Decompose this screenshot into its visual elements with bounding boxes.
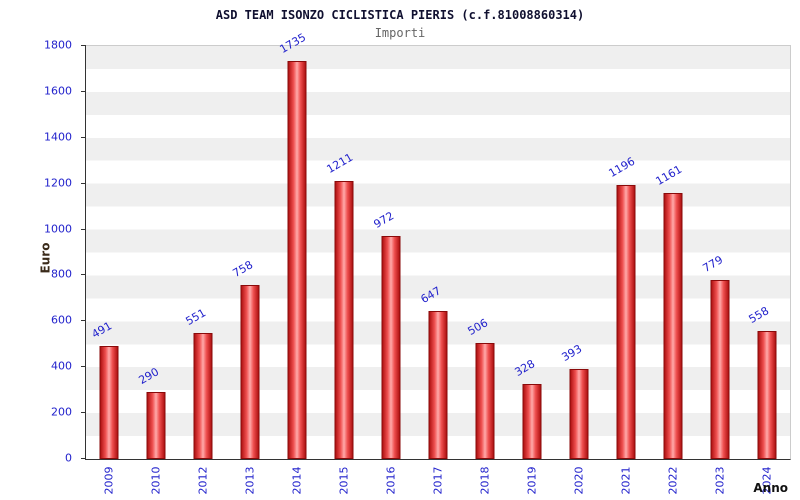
y-tick-mark — [81, 45, 86, 46]
chart-subtitle: Importi — [374, 26, 426, 40]
bar-column-2010: 290 2010 — [133, 46, 180, 494]
bar-value-label: 1161 — [653, 162, 684, 188]
bar-2019 — [522, 383, 542, 459]
bar-2009 — [99, 346, 119, 459]
y-tick-mark — [81, 320, 86, 322]
y-tick-mark — [81, 274, 86, 276]
bar-column-2015: 1211 2015 — [321, 46, 368, 494]
x-axis-title: Anno — [753, 481, 788, 495]
bar-column-2017: 647 2017 — [415, 46, 462, 494]
x-tick-label-2022: 2022 — [666, 466, 680, 494]
y-tick-mark — [81, 228, 86, 230]
bar-2024 — [757, 330, 777, 459]
bar-2016 — [381, 235, 401, 459]
x-tick-label-2018: 2018 — [478, 466, 492, 494]
bar-value-label: 328 — [512, 356, 537, 379]
bar-column-2022: 1161 2022 — [649, 46, 696, 494]
y-tick-mark — [81, 182, 86, 184]
bar-2015 — [334, 181, 354, 459]
bar-column-2013: 758 2013 — [227, 46, 274, 494]
bar-value-label: 779 — [700, 253, 725, 276]
bar-value-label: 290 — [136, 365, 162, 388]
x-tick-label-2009: 2009 — [102, 466, 116, 494]
bar-2021 — [616, 184, 636, 459]
plot-area: 491 2009 290 2010 551 2012 758 2013 1735 2014 1211… — [81, 31, 791, 494]
y-tick-mark — [81, 90, 86, 92]
bar-value-label: 758 — [230, 258, 256, 281]
bar-value-label: 393 — [559, 342, 584, 364]
bar-value-label: 1196 — [606, 154, 637, 180]
x-tick-label-2014: 2014 — [290, 466, 304, 494]
x-tick-label-2010: 2010 — [149, 466, 163, 494]
chart-title: ASD TEAM ISONZO CICLISTICA PIERIS (c.f.8… — [215, 8, 585, 22]
bar-2014 — [287, 60, 307, 459]
bar-value-label: 972 — [371, 209, 397, 231]
bar-2012 — [193, 332, 213, 459]
x-tick-label-2017: 2017 — [431, 466, 445, 494]
y-tick-label: 400 — [51, 359, 72, 373]
y-tick-label: 1000 — [44, 222, 72, 236]
bar-value-label: 506 — [465, 316, 490, 338]
bar-value-label: 647 — [418, 283, 444, 306]
bar-column-2020: 393 2020 — [555, 46, 602, 494]
x-tick-label-2020: 2020 — [572, 466, 586, 494]
bar-2010 — [146, 392, 166, 459]
bar-2017 — [428, 310, 448, 459]
y-tick-label: 0 — [65, 451, 72, 465]
bar-value-label: 491 — [89, 319, 115, 342]
bar-column-2016: 972 2016 — [368, 46, 415, 494]
x-tick-label-2019: 2019 — [525, 466, 539, 494]
y-tick-mark — [81, 366, 86, 368]
bar-column-2019: 328 2019 — [508, 46, 555, 494]
y-axis-labels: 0 200 400 600 800 1000 1200 1400 1600 1800 — [0, 39, 78, 465]
bar-column-2024: 558 2024 — [743, 46, 790, 494]
bar-2023 — [710, 280, 730, 459]
x-tick-label-2016: 2016 — [384, 466, 398, 494]
bar-column-2018: 506 2018 — [462, 46, 509, 494]
bar-2020 — [569, 368, 589, 459]
bar-2022 — [663, 192, 683, 459]
bar-column-2012: 551 2012 — [180, 46, 227, 494]
x-tick-label-2023: 2023 — [713, 466, 727, 494]
bar-column-2009: 491 2009 — [86, 46, 133, 494]
bar-column-2014: 1735 2014 — [274, 31, 321, 494]
x-tick-label-2012: 2012 — [196, 466, 210, 494]
x-tick-label-2021: 2021 — [619, 466, 633, 494]
bar-value-label: 1211 — [324, 150, 356, 177]
y-tick-mark — [81, 136, 86, 138]
y-tick-mark — [81, 412, 86, 414]
y-tick-label: 1400 — [44, 130, 72, 144]
y-tick-mark — [81, 458, 86, 459]
y-tick-label: 1800 — [44, 38, 72, 52]
bar-value-label: 551 — [183, 305, 209, 328]
bar-value-label: 558 — [746, 304, 772, 326]
x-tick-label-2015: 2015 — [337, 466, 351, 494]
y-tick-label: 200 — [51, 405, 72, 419]
bar-column-2021: 1196 2021 — [602, 46, 649, 494]
y-tick-label: 800 — [51, 267, 72, 281]
y-tick-label: 1200 — [44, 176, 72, 190]
y-tick-label: 1600 — [44, 84, 72, 98]
bar-2013 — [240, 285, 260, 459]
y-tick-label: 600 — [51, 313, 72, 327]
bar-column-2023: 779 2023 — [696, 46, 743, 494]
bar-2018 — [475, 342, 495, 459]
x-tick-label-2013: 2013 — [243, 466, 257, 494]
